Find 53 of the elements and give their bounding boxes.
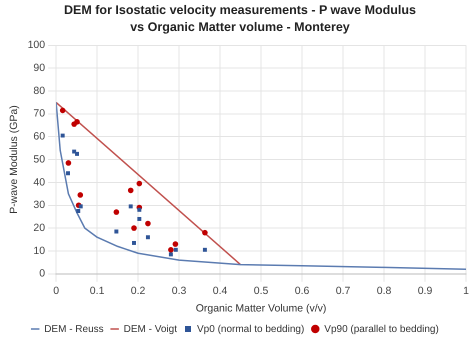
y-tick-label: 100 [28,39,46,52]
point [137,216,142,221]
point [128,204,133,208]
x-tick-label: 0.2 [130,284,146,297]
y-tick-label: 20 [33,222,46,234]
y-tick-label: 70 [33,108,46,120]
x-tick-label: 0.6 [294,284,310,297]
y-tick-label: 40 [33,176,46,188]
point [172,241,178,247]
point [78,192,84,198]
point [168,252,173,256]
point [78,204,83,208]
point [60,134,65,138]
chart-title: DEM for Isostatic velocity measurements - P wave Modulus vs Organic Matter volume - Monterey [63,2,417,36]
point [114,230,118,234]
x-tick-label: 0.3 [172,284,187,297]
y-tick-label: 30 [33,199,46,212]
y-tick-label: 90 [33,62,46,74]
legend-label: DEM - Voigt [124,324,178,335]
legend-label: Vp0 (normal to bedding) [197,324,304,335]
y-tick-label: 60 [33,130,46,143]
x-tick-label: 0.8 [376,284,392,297]
point [136,180,142,186]
y-tick-label: 0 [39,268,46,280]
y-tick-label: 10 [33,244,46,257]
x-tick-label: 1 [463,284,470,297]
point [145,220,151,226]
point [202,230,208,236]
point [128,188,134,194]
point [132,240,136,245]
x-tick-label: 0.5 [254,284,269,297]
y-tick-label: 50 [33,153,46,166]
x-axis-title: Organic Matter Volume (v/v) [196,302,326,315]
point [75,152,80,156]
x-tick-label: 0.1 [90,284,105,297]
point [137,208,142,212]
legend-label: Vp90 (parallel to bedding) [324,324,439,335]
point [66,160,72,166]
point [202,248,207,252]
legend-label: DEM - Reuss [44,324,104,335]
x-tick-label: 0.7 [336,284,350,297]
point [74,119,80,125]
point [114,209,120,215]
point [60,108,66,114]
x-tick-label: 0.4 [212,284,228,297]
point [72,150,76,154]
y-axis-title: P-wave Modulus (GPa) [8,105,20,214]
point [168,247,174,253]
point [174,248,178,252]
y-tick-label: 80 [33,84,46,97]
x-tick-label: 0 [53,284,60,297]
point [131,225,137,231]
x-tick-label: 0.9 [418,284,432,297]
